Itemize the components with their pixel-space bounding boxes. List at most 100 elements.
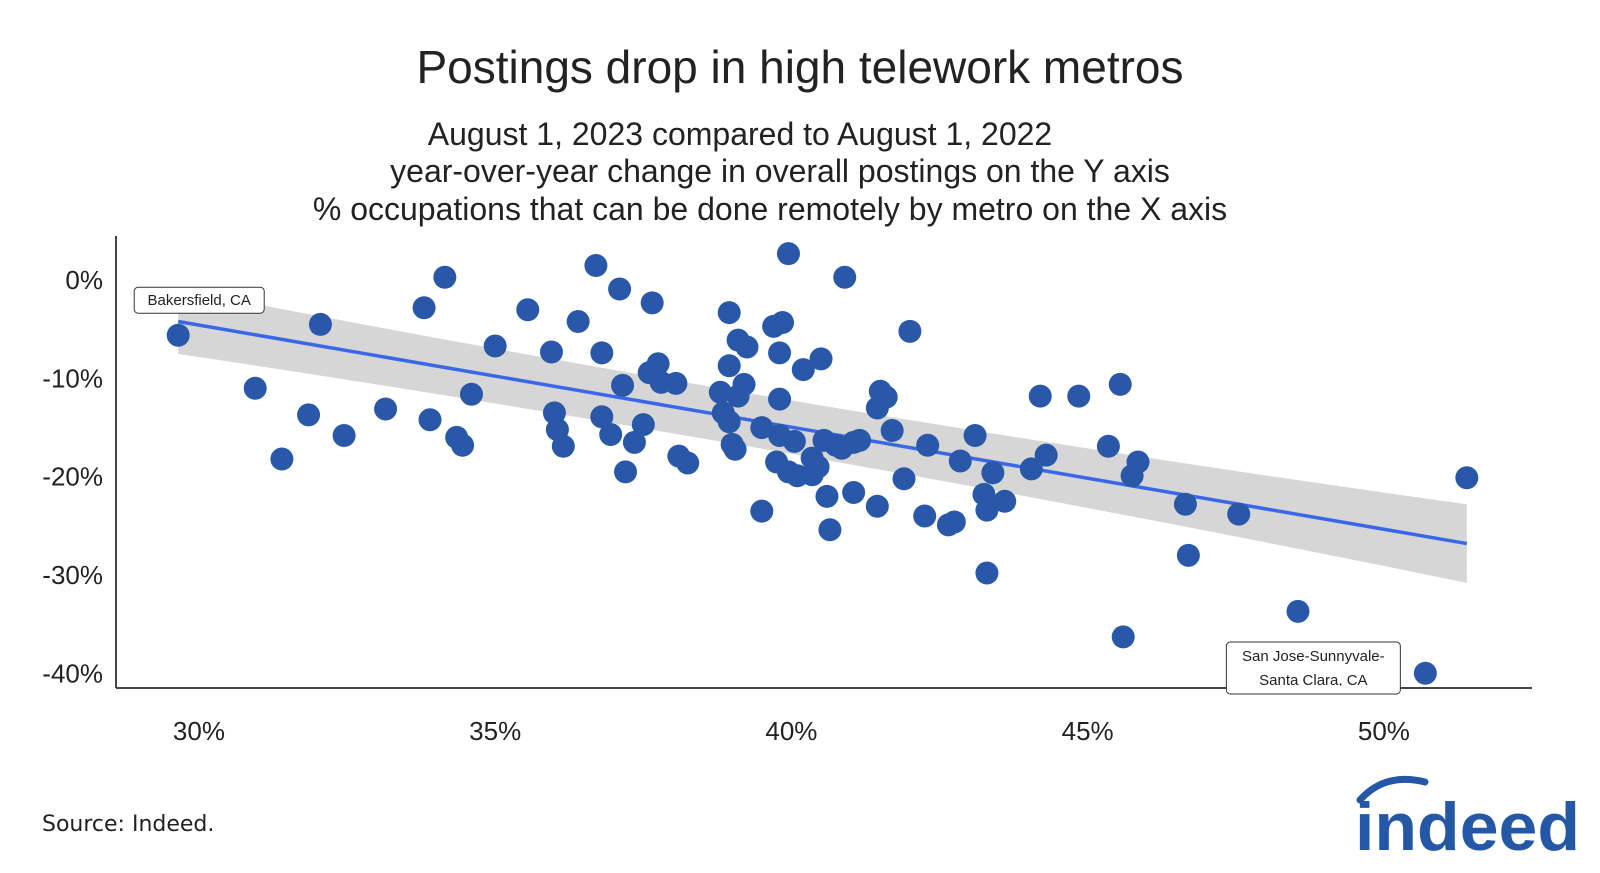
data-point-23 — [599, 422, 623, 446]
data-point-83 — [942, 510, 966, 534]
data-point-100 — [1173, 492, 1197, 516]
data-point-7 — [412, 296, 436, 320]
indeed-logo: indeed — [1355, 775, 1580, 860]
data-point-105 — [1455, 466, 1479, 490]
data-point-3 — [297, 403, 321, 427]
data-point-73 — [865, 494, 889, 518]
data-point-12 — [459, 382, 483, 406]
data-point-27 — [622, 430, 646, 454]
data-point-80 — [913, 504, 937, 528]
data-point-28 — [631, 413, 655, 437]
data-point-85 — [963, 423, 987, 447]
data-point-35 — [676, 451, 700, 475]
data-point-4 — [308, 312, 332, 336]
data-point-18 — [551, 434, 575, 458]
data-point-92 — [1028, 384, 1052, 408]
data-point-52 — [768, 387, 792, 411]
data-point-2 — [270, 447, 294, 471]
data-point-76 — [874, 385, 898, 409]
y-tick-label-4: -40% — [42, 658, 103, 688]
data-point-101 — [1176, 543, 1200, 567]
chart-subtitle-line-1: August 1, 2023 compared to August 1, 202… — [427, 116, 1053, 152]
data-point-20 — [584, 253, 608, 277]
data-point-48 — [750, 499, 774, 523]
annotation-box — [133, 286, 265, 314]
data-point-57 — [782, 429, 806, 453]
data-point-1 — [243, 376, 267, 400]
annotation-label-line-0: San Jose-Sunnyvale- — [1242, 648, 1385, 665]
logo-wordmark: indeed — [1355, 789, 1580, 860]
annotation-label: Bakersfield, CA — [148, 292, 251, 309]
data-point-30 — [640, 291, 664, 315]
y-tick-label-1: -10% — [42, 363, 103, 393]
data-point-63 — [809, 347, 833, 371]
data-point-46 — [735, 335, 759, 359]
data-point-22 — [590, 405, 614, 429]
x-tick-label-4: 50% — [1358, 716, 1410, 746]
data-point-93 — [1034, 443, 1058, 467]
data-point-62 — [806, 455, 830, 479]
data-point-39 — [717, 354, 741, 378]
data-point-88 — [975, 561, 999, 585]
x-tick-label-1: 35% — [469, 716, 521, 746]
data-point-31 — [646, 352, 670, 376]
data-point-15 — [539, 340, 563, 364]
data-point-99 — [1126, 450, 1150, 474]
data-point-102 — [1227, 502, 1251, 526]
annotation-box — [1225, 641, 1401, 695]
data-point-5 — [332, 423, 356, 447]
data-point-66 — [818, 518, 842, 542]
data-point-81 — [916, 433, 940, 457]
data-point-97 — [1111, 625, 1135, 649]
data-point-45 — [732, 372, 756, 396]
data-point-70 — [842, 480, 866, 504]
data-point-96 — [1108, 372, 1132, 396]
data-point-104 — [1413, 661, 1437, 685]
logo-arc — [1356, 775, 1429, 804]
data-point-77 — [880, 419, 904, 443]
data-point-72 — [848, 428, 872, 452]
data-point-14 — [516, 298, 540, 322]
data-point-13 — [483, 334, 507, 358]
data-point-25 — [611, 373, 635, 397]
data-point-51 — [768, 341, 792, 365]
data-point-21 — [590, 341, 614, 365]
data-point-6 — [374, 397, 398, 421]
data-point-8 — [433, 265, 457, 289]
x-tick-label-3: 45% — [1062, 716, 1114, 746]
annotation-san-jose: San Jose-Sunnyvale- Santa Clara, CA — [1225, 641, 1401, 695]
x-tick-label-0: 30% — [173, 716, 225, 746]
data-point-95 — [1096, 434, 1120, 458]
data-point-56 — [776, 242, 800, 266]
chart-subtitle-line-2: year-over-year change in overall posting… — [390, 153, 1170, 189]
data-point-103 — [1286, 599, 1310, 623]
data-point-84 — [948, 449, 972, 473]
data-point-19 — [566, 309, 590, 333]
data-point-89 — [981, 461, 1005, 485]
data-point-24 — [608, 277, 632, 301]
data-point-78 — [892, 467, 916, 491]
data-point-59 — [791, 358, 815, 382]
data-point-69 — [833, 265, 857, 289]
source-note: Source: Indeed. — [42, 812, 215, 837]
annotation-bakersfield: Bakersfield, CA — [133, 286, 265, 314]
data-point-94 — [1067, 384, 1091, 408]
y-tick-label-3: -30% — [42, 560, 103, 590]
y-tick-label-0: 0% — [65, 265, 103, 295]
annotation-axis-mask — [1227, 686, 1400, 690]
data-point-36 — [708, 380, 732, 404]
data-point-33 — [664, 371, 688, 395]
data-point-9 — [418, 408, 442, 432]
annotation-label-line-1: Santa Clara, CA — [1259, 672, 1367, 689]
data-point-38 — [717, 301, 741, 325]
chart-title: Postings drop in high telework metros — [416, 41, 1184, 93]
data-point-26 — [614, 460, 638, 484]
data-point-0 — [166, 323, 190, 347]
data-point-65 — [815, 484, 839, 508]
data-point-40 — [717, 410, 741, 434]
data-point-47 — [750, 416, 774, 440]
data-point-79 — [898, 319, 922, 343]
data-point-11 — [451, 433, 475, 457]
chart-subtitle-line-3: % occupations that can be done remotely … — [312, 191, 1228, 227]
